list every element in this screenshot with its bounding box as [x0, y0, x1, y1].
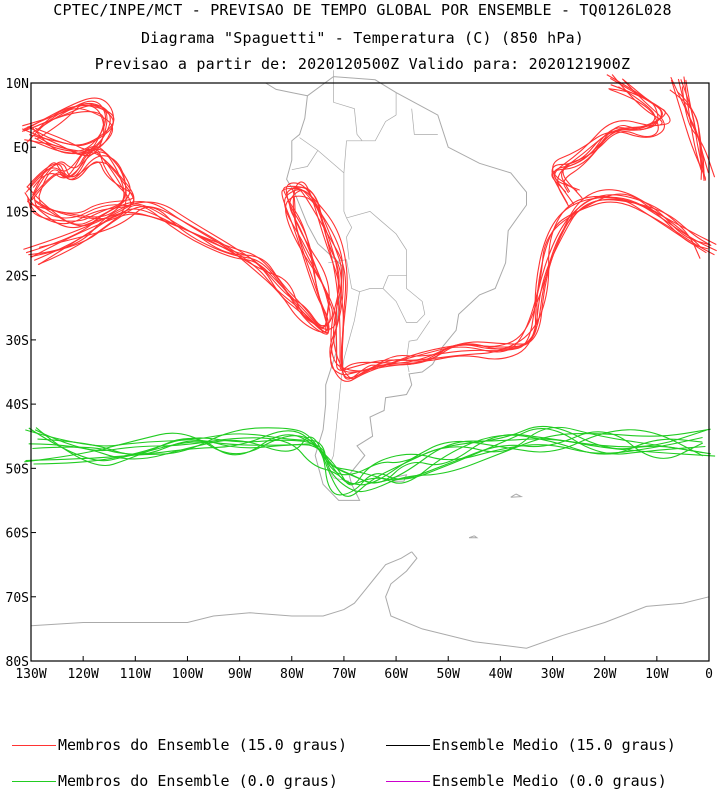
lat-tick-label: 70S: [6, 591, 29, 606]
ensemble-member-0c-line: [25, 428, 711, 493]
ensemble-member-15c-line: [37, 187, 711, 382]
lon-tick-label: 120W: [67, 667, 98, 682]
lon-tick-label: 70W: [332, 667, 356, 682]
lat-tick-label: 40S: [6, 398, 29, 413]
lon-tick-label: 110W: [120, 667, 151, 682]
ensemble-member-15c-line: [27, 105, 115, 146]
country-border: [299, 137, 319, 151]
lon-tick-label: 80W: [280, 667, 304, 682]
lon-tick-label: 30W: [541, 667, 565, 682]
lat-tick-label: 50S: [6, 462, 29, 477]
ensemble-member-15c-line: [21, 111, 105, 156]
lon-tick-label: 90W: [228, 667, 252, 682]
ensemble-member-15c-line: [38, 181, 717, 380]
title-line-1: CPTEC/INPE/MCT - PREVISAO DE TEMPO GLOBA…: [53, 1, 672, 19]
ensemble-member-15c-line: [23, 190, 717, 379]
title-line-2: Diagrama "Spaguetti" - Temperatura (C) (…: [140, 29, 585, 47]
lon-tick-label: 100W: [172, 667, 203, 682]
country-border: [382, 275, 426, 323]
latitude-axis: 10N EQ 10S 20S 30S 40S 50S 60S 70S 80S: [6, 77, 36, 670]
ensemble-member-15c-line: [29, 161, 134, 214]
ensemble-member-0c-line: [35, 427, 707, 484]
lon-tick-label: 60W: [384, 667, 408, 682]
country-border: [346, 211, 407, 293]
ensemble-member-0c-line: [24, 425, 703, 497]
lon-tick-label: 50W: [436, 667, 460, 682]
lat-tick-label: 10N: [6, 77, 29, 92]
ensemble-0c-contours: [24, 425, 716, 497]
legend-member-15: Membros do Ensemble (15.0 graus): [58, 736, 347, 754]
coastline: [265, 82, 308, 97]
ensemble-member-15c-line: [681, 86, 716, 178]
country-border: [333, 70, 363, 142]
ensemble-member-15c-line: [561, 88, 659, 193]
title-line-3: Previsao a partir de: 2020120500Z Valido…: [94, 55, 631, 73]
ensemble-member-15c-line: [33, 189, 715, 373]
ensemble-member-15c-line: [28, 195, 712, 370]
ensemble-member-15c-line: [26, 148, 131, 225]
coastline: [30, 551, 412, 627]
ensemble-member-15c-line: [669, 89, 702, 168]
ensemble-15c-contours: [21, 74, 717, 382]
ensemble-member-0c-line: [25, 427, 703, 484]
ensemble-member-15c-line: [551, 84, 671, 204]
legend-mean-0: Ensemble Medio (0.0 graus): [432, 772, 667, 790]
legend-swatch-member-15: [12, 745, 56, 746]
ensemble-member-15c-line: [685, 79, 710, 174]
ensemble-member-15c-line: [22, 100, 107, 152]
legend-swatch-mean-15: [386, 745, 430, 746]
ensemble-member-15c-line: [25, 187, 702, 380]
lon-tick-label: 130W: [15, 667, 46, 682]
lat-tick-label: 20S: [6, 270, 29, 285]
lon-tick-label: 20W: [593, 667, 617, 682]
map-frame: [30, 82, 710, 662]
lon-tick-label: 10W: [645, 667, 669, 682]
lat-tick-label: 80S: [6, 655, 29, 670]
lat-tick-label: 10S: [6, 205, 29, 220]
coastline: [286, 76, 527, 501]
longitude-axis: 130W 120W 110W 100W 90W 80W 70W 60W 50W 40W 30W 20W…: [15, 656, 713, 682]
ensemble-member-15c-line: [27, 149, 125, 222]
lat-tick-label: EQ: [13, 141, 29, 156]
lat-tick-label: 30S: [6, 334, 29, 349]
lon-tick-label: 0: [705, 667, 713, 682]
ensemble-member-0c-line: [37, 431, 704, 485]
ensemble-member-15c-line: [24, 149, 132, 229]
spaghetti-map: 130W 120W 110W 100W 90W 80W 70W 60W 50W 40W 30W 20W…: [6, 70, 717, 682]
country-border: [317, 150, 353, 260]
legend-swatch-member-0: [12, 781, 56, 782]
lon-tick-label: 40W: [489, 667, 513, 682]
country-border: [291, 150, 319, 171]
legend-member-0: Membros do Ensemble (0.0 graus): [58, 772, 338, 790]
ensemble-member-0c-line: [28, 426, 711, 476]
lat-tick-label: 60S: [6, 527, 29, 542]
ensemble-member-0c-line: [34, 429, 704, 486]
coastline: [510, 493, 524, 498]
ensemble-member-0c-line: [32, 430, 703, 486]
ensemble-member-15c-line: [670, 79, 707, 179]
coastline-layer: [30, 70, 710, 649]
ensemble-member-15c-line: [554, 74, 662, 192]
ensemble-member-15c-line: [562, 88, 659, 199]
legend-swatch-mean-0: [386, 781, 430, 782]
legend-mean-15: Ensemble Medio (15.0 graus): [432, 736, 676, 754]
coastline: [468, 535, 479, 539]
country-border: [343, 114, 397, 173]
coastline: [385, 551, 710, 649]
ensemble-member-15c-line: [23, 104, 108, 152]
country-border: [411, 108, 438, 135]
ensemble-member-15c-line: [38, 182, 707, 371]
ensemble-member-15c-line: [552, 78, 665, 205]
